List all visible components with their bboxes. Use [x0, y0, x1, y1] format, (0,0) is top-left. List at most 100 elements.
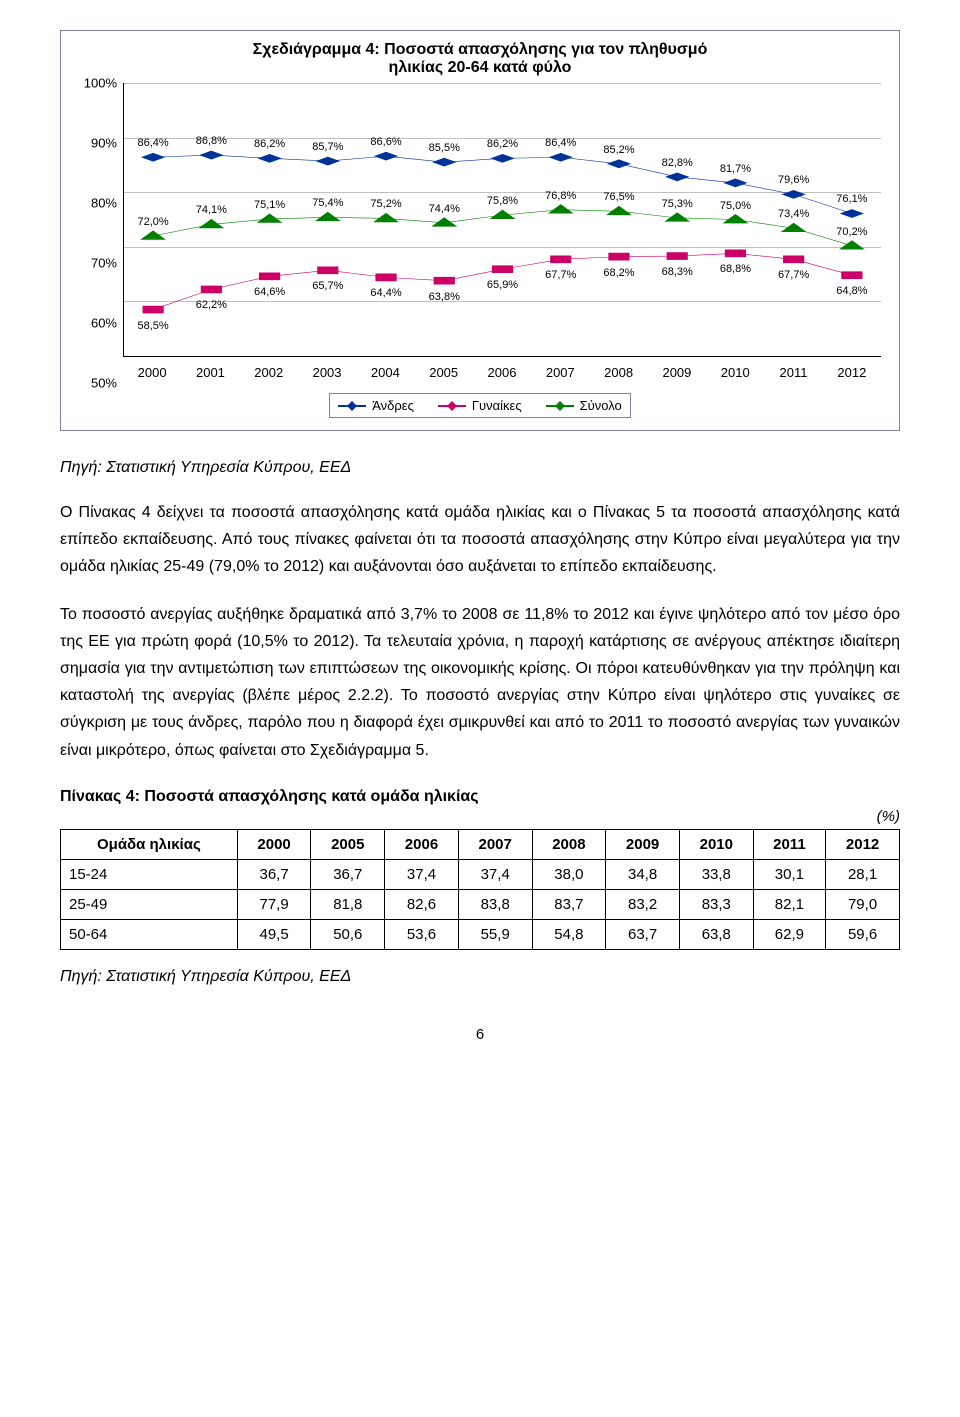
table-header-cell: 2010 — [679, 829, 753, 859]
table-cell: 83,3 — [679, 889, 753, 919]
table-header-cell: 2012 — [826, 829, 900, 859]
series-point-label: 58,5% — [138, 320, 169, 332]
y-tick-label: 90% — [91, 136, 117, 151]
data-table: Ομάδα ηλικίας200020052006200720082009201… — [60, 829, 900, 950]
x-tick-label: 2009 — [662, 365, 691, 380]
table-row: 25-4977,981,882,683,883,783,283,382,179,… — [61, 889, 900, 919]
table-unit: (%) — [60, 808, 900, 825]
x-tick-label: 2012 — [837, 365, 866, 380]
legend-swatch — [546, 405, 574, 407]
x-tick-label: 2002 — [254, 365, 283, 380]
series-point-label: 62,2% — [196, 299, 227, 311]
series-point-label: 75,4% — [312, 197, 343, 209]
series-point-label: 82,8% — [662, 157, 693, 169]
series-point-label: 76,5% — [603, 191, 634, 203]
table-cell: 53,6 — [385, 919, 459, 949]
table-header-cell: 2000 — [237, 829, 311, 859]
legend-item: Σύνολο — [546, 398, 622, 413]
series-point-label: 68,8% — [720, 263, 751, 275]
series-point-label: 75,3% — [662, 198, 693, 210]
x-tick-label: 2010 — [721, 365, 750, 380]
y-tick-label: 70% — [91, 256, 117, 271]
series-point-label: 65,9% — [487, 279, 518, 291]
series-point-label: 85,2% — [603, 144, 634, 156]
table-cell: 36,7 — [311, 859, 385, 889]
table-row: 50-6449,550,653,655,954,863,763,862,959,… — [61, 919, 900, 949]
legend-item: Γυναίκες — [438, 398, 522, 413]
table-header-cell: 2005 — [311, 829, 385, 859]
legend-swatch — [338, 405, 366, 407]
chart-source: Πηγή: Στατιστική Υπηρεσία Κύπρου, ΕΕΔ — [60, 459, 900, 477]
series-point-label: 79,6% — [778, 174, 809, 186]
table-cell: 54,8 — [532, 919, 606, 949]
table-cell: 55,9 — [458, 919, 532, 949]
body-paragraph-1: Ο Πίνακας 4 δείχνει τα ποσοστά απασχόλησ… — [60, 499, 900, 581]
table-header-cell: 2011 — [753, 829, 826, 859]
series-point-label: 86,4% — [138, 137, 169, 149]
table-cell: 36,7 — [237, 859, 311, 889]
table-cell: 59,6 — [826, 919, 900, 949]
series-point-label: 65,7% — [312, 280, 343, 292]
chart-plot-area: 50%60%70%80%90%100% 86,4%86,8%86,2%85,7%… — [75, 83, 885, 383]
series-point-label: 67,7% — [778, 269, 809, 281]
series-point-label: 76,1% — [836, 193, 867, 205]
series-point-label: 67,7% — [545, 269, 576, 281]
table-cell: 34,8 — [606, 859, 680, 889]
legend-label: Άνδρες — [372, 398, 414, 413]
series-point-label: 76,8% — [545, 190, 576, 202]
x-tick-label: 2004 — [371, 365, 400, 380]
series-point-label: 75,2% — [370, 198, 401, 210]
table-cell: 28,1 — [826, 859, 900, 889]
table-source: Πηγή: Στατιστική Υπηρεσία Κύπρου, ΕΕΔ — [60, 968, 900, 986]
table-cell: 33,8 — [679, 859, 753, 889]
table-cell: 50,6 — [311, 919, 385, 949]
chart-title: Σχεδιάγραμμα 4: Ποσοστά απασχόλησης για … — [75, 41, 885, 77]
legend-swatch — [438, 405, 466, 407]
series-point-label: 75,1% — [254, 199, 285, 211]
series-point-label: 75,0% — [720, 200, 751, 212]
y-tick-label: 60% — [91, 316, 117, 331]
x-tick-label: 2000 — [138, 365, 167, 380]
series-point-label: 86,8% — [196, 135, 227, 147]
table-header-cell: 2009 — [606, 829, 680, 859]
body-paragraph-2: Το ποσοστό ανεργίας αυξήθηκε δραματικά α… — [60, 601, 900, 764]
chart-legend: Άνδρες Γυναίκες Σύνολο — [329, 393, 631, 418]
table-cell: 30,1 — [753, 859, 826, 889]
table-cell: 49,5 — [237, 919, 311, 949]
series-point-label: 86,2% — [254, 138, 285, 150]
page-number: 6 — [60, 1026, 900, 1043]
x-tick-label: 2006 — [488, 365, 517, 380]
table-row-header: 15-24 — [61, 859, 238, 889]
table-cell: 77,9 — [237, 889, 311, 919]
table-header-cell: 2006 — [385, 829, 459, 859]
table-row-header: 50-64 — [61, 919, 238, 949]
series-point-label: 73,4% — [778, 208, 809, 220]
table-row: 15-2436,736,737,437,438,034,833,830,128,… — [61, 859, 900, 889]
series-point-label: 85,5% — [429, 142, 460, 154]
table-header-cell: 2008 — [532, 829, 606, 859]
table-cell: 83,7 — [532, 889, 606, 919]
table-cell: 37,4 — [385, 859, 459, 889]
series-point-label: 64,8% — [836, 285, 867, 297]
table-row-header: 25-49 — [61, 889, 238, 919]
series-point-label: 70,2% — [836, 226, 867, 238]
series-point-label: 68,2% — [603, 267, 634, 279]
series-point-label: 68,3% — [662, 266, 693, 278]
series-point-label: 81,7% — [720, 163, 751, 175]
table-cell: 83,8 — [458, 889, 532, 919]
table-cell: 62,9 — [753, 919, 826, 949]
table-header-cell: 2007 — [458, 829, 532, 859]
series-point-label: 86,4% — [545, 137, 576, 149]
series-point-label: 86,2% — [487, 138, 518, 150]
x-tick-label: 2005 — [429, 365, 458, 380]
x-tick-label: 2007 — [546, 365, 575, 380]
x-tick-label: 2001 — [196, 365, 225, 380]
x-tick-label: 2008 — [604, 365, 633, 380]
legend-label: Σύνολο — [580, 398, 622, 413]
series-point-label: 72,0% — [138, 216, 169, 228]
table-cell: 83,2 — [606, 889, 680, 919]
table-cell: 37,4 — [458, 859, 532, 889]
y-tick-label: 100% — [84, 76, 117, 91]
table-title: Πίνακας 4: Ποσοστά απασχόλησης κατά ομάδ… — [60, 788, 900, 806]
series-point-label: 74,1% — [196, 204, 227, 216]
